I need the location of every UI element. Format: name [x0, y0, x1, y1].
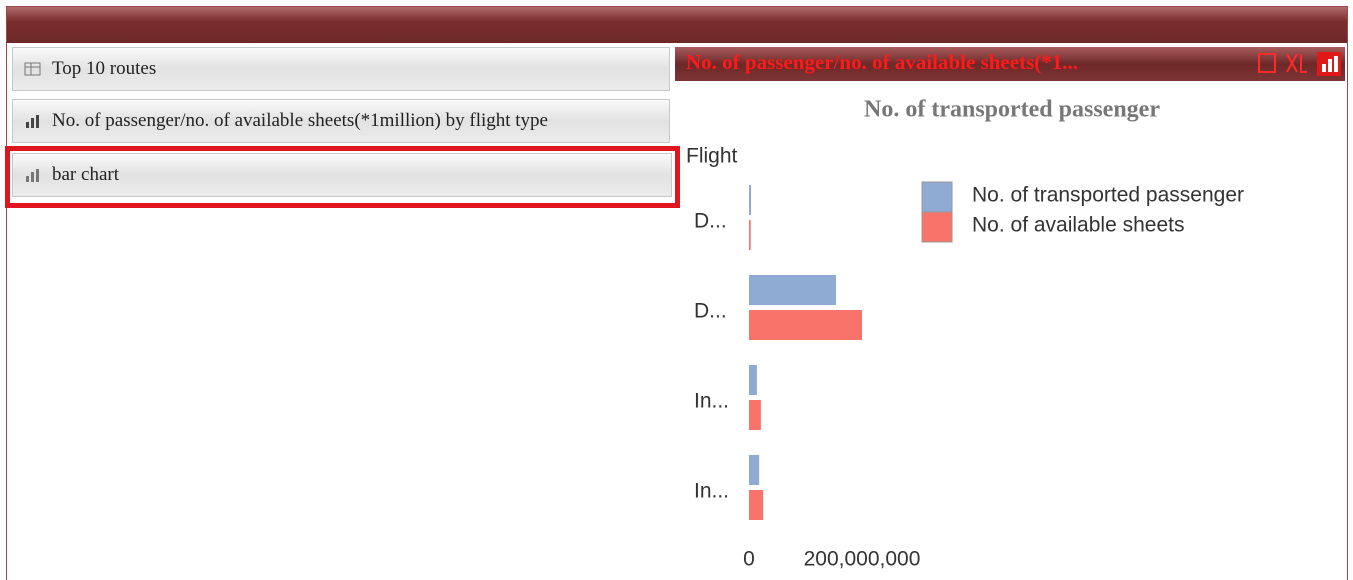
- panel-title: No. of passenger/no. of available sheets…: [686, 50, 1078, 74]
- y-tick-label: In...: [694, 480, 729, 503]
- bar: [749, 220, 751, 250]
- chart-title: No. of transported passenger: [864, 97, 1160, 123]
- top-bar: [7, 7, 1347, 43]
- menu-item[interactable]: No. of passenger/no. of available sheets…: [12, 99, 670, 143]
- bar: [749, 455, 760, 485]
- menu-item[interactable]: Top 10 routes: [12, 47, 670, 91]
- window-frame: [6, 6, 1348, 580]
- item-label: Top 10 routes: [52, 58, 157, 79]
- panel-icons: [1258, 52, 1341, 76]
- item-label: bar chart: [52, 164, 119, 185]
- chart-icon: [26, 169, 39, 182]
- legend-label: No. of available sheets: [972, 214, 1184, 237]
- axis-title: Flight: [686, 145, 738, 168]
- bar: [749, 400, 761, 430]
- item-label: No. of passenger/no. of available sheets…: [52, 110, 548, 131]
- y-tick-label: D...: [694, 300, 727, 323]
- chart-icon: [26, 115, 39, 128]
- panel-header: [675, 47, 1345, 81]
- x-tick-label: 0: [743, 548, 755, 571]
- table-icon: [24, 62, 41, 76]
- highlight-box: [5, 146, 680, 208]
- bar: [749, 310, 862, 340]
- bar: [749, 185, 751, 215]
- legend-swatch: [921, 211, 953, 243]
- y-tick-label: In...: [694, 390, 729, 413]
- bar: [749, 365, 757, 395]
- bar: [749, 490, 764, 520]
- export-icon[interactable]: [1258, 53, 1276, 73]
- bar: [749, 275, 837, 305]
- menu-item[interactable]: bar chart: [12, 153, 672, 197]
- excel-icon[interactable]: [1286, 53, 1307, 73]
- legend-label: No. of transported passenger: [972, 184, 1244, 207]
- y-tick-label: D...: [694, 210, 727, 233]
- x-tick-label: 200,000,000: [804, 548, 921, 571]
- legend-swatch: [921, 181, 953, 213]
